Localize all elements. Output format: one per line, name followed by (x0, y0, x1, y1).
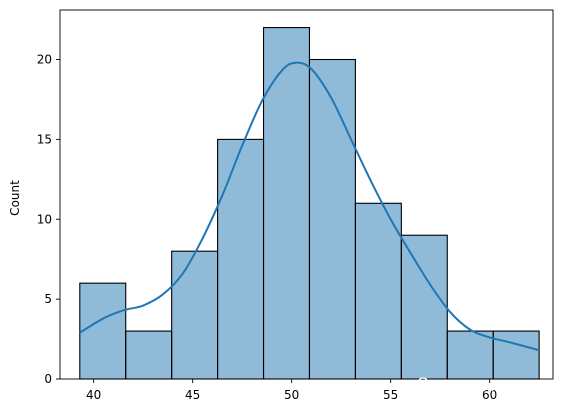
y-tick-label: 5 (44, 292, 52, 306)
x-tick-label: 50 (284, 388, 299, 402)
y-tick-label: 10 (37, 212, 52, 226)
x-tick-label: 55 (383, 388, 398, 402)
histogram-bar (492, 330, 540, 380)
watermark: DeepHub IMBA (417, 377, 537, 394)
x-axis-ticks: 40 45 50 55 60 (86, 379, 497, 402)
y-axis-label: Count (8, 180, 22, 216)
histogram-bar (308, 58, 356, 380)
histogram-bar (217, 138, 265, 380)
y-tick-label: 0 (44, 372, 52, 386)
x-tick-label: 40 (86, 388, 101, 402)
histogram-bar (171, 250, 219, 380)
histogram-bar (262, 27, 311, 380)
histogram-bar (354, 202, 402, 380)
histogram-bar (125, 330, 173, 380)
bars-group (79, 27, 540, 380)
histogram-bar (446, 330, 494, 380)
wechat-icon (417, 377, 436, 392)
y-tick-label: 20 (37, 53, 52, 67)
x-tick-label: 45 (185, 388, 200, 402)
x-tick-label: 60 (482, 388, 497, 402)
watermark-text: DeepHub IMBA (446, 380, 537, 394)
y-tick-label: 15 (37, 132, 52, 146)
histogram-bar (79, 282, 127, 380)
axes-frame (59, 9, 554, 380)
kde-curve (79, 61, 540, 352)
y-axis-ticks: 0 5 10 15 20 (37, 53, 60, 386)
histogram-bar (400, 234, 448, 380)
